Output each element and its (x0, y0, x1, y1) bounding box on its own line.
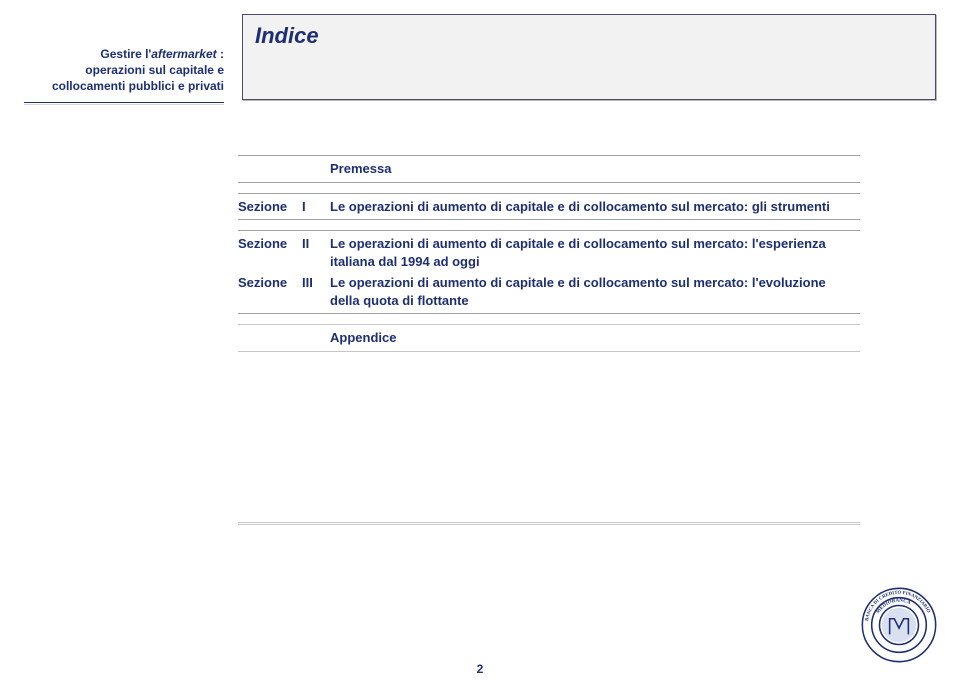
toc-label (238, 160, 302, 178)
toc-row-appendix: Appendice (238, 324, 860, 352)
toc-text: Le operazioni di aumento di capitale e d… (330, 235, 860, 270)
header: Gestire l'aftermarket : operazioni sul c… (0, 0, 960, 100)
toc-group-2-3: Sezione II Le operazioni di aumento di c… (238, 230, 860, 314)
toc-text-sub: della quota di flottante (330, 292, 860, 310)
toc-text: Le operazioni di aumento di capitale e d… (330, 198, 860, 216)
toc-text-main: Le operazioni di aumento di capitale e d… (330, 275, 826, 290)
sidebar-block: Gestire l'aftermarket : operazioni sul c… (24, 0, 224, 95)
toc-num: III (302, 274, 330, 309)
sidebar-line1-suffix: : (217, 47, 224, 61)
toc-text: Le operazioni di aumento di capitale e d… (330, 274, 860, 309)
toc-row-section-2: Sezione II Le operazioni di aumento di c… (238, 233, 860, 272)
page-number: 2 (0, 662, 960, 676)
toc-num: I (302, 198, 330, 216)
toc-row-premessa: Premessa (238, 155, 860, 183)
toc-content: Premessa Sezione I Le operazioni di aume… (0, 105, 960, 352)
toc-text: Premessa (330, 160, 860, 178)
sidebar-line1-italic: aftermarket (151, 47, 216, 61)
title-panel: Indice (242, 14, 936, 100)
toc-num: II (302, 235, 330, 270)
toc-label: Sezione (238, 198, 302, 216)
sidebar-title: Gestire l'aftermarket : operazioni sul c… (24, 0, 224, 95)
sidebar-line1: Gestire l'aftermarket : (24, 46, 224, 62)
toc-label: Sezione (238, 235, 302, 270)
toc-row-section-3: Sezione III Le operazioni di aumento di … (238, 272, 860, 311)
toc-row-section-1: Sezione I Le operazioni di aumento di ca… (238, 193, 860, 221)
toc-num (302, 160, 330, 178)
sidebar-line1-prefix: Gestire l' (100, 47, 151, 61)
logo-mediobanca: BANCA DI CREDITO FINANZIARIO MEDIOBANCA (860, 586, 938, 664)
toc-label: Sezione (238, 274, 302, 309)
sidebar-line2: operazioni sul capitale e (24, 62, 224, 78)
sidebar-line3: collocamenti pubblici e privati (24, 78, 224, 94)
page-title: Indice (255, 23, 923, 49)
toc-text-main: Le operazioni di aumento di capitale e d… (330, 236, 826, 251)
toc-num (302, 329, 330, 347)
toc-label (238, 329, 302, 347)
toc-text: Appendice (330, 329, 860, 347)
toc-text-sub: italiana dal 1994 ad oggi (330, 253, 860, 271)
divider-lower (238, 522, 860, 525)
